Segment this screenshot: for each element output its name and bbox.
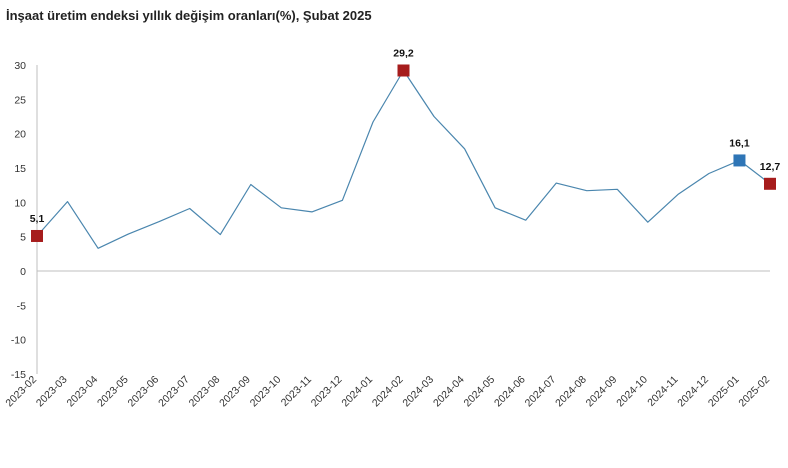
x-tick-label: 2024-04	[431, 374, 467, 410]
series-lines	[36, 69, 771, 249]
x-tick-label: 2024-09	[584, 374, 620, 410]
x-tick-labels: 2023-022023-032023-042023-052023-062023-…	[3, 374, 772, 410]
y-tick-label: -10	[11, 335, 26, 347]
x-tick-label: 2025-01	[706, 374, 742, 410]
x-tick-label: 2023-03	[34, 374, 70, 410]
x-tick-label: 2023-09	[217, 374, 253, 410]
x-tick-label: 2024-07	[523, 374, 559, 410]
data-label: 5,1	[30, 213, 45, 225]
x-tick-label: 2023-11	[279, 374, 314, 409]
x-tick-label: 2024-11	[645, 374, 680, 409]
data-label: 16,1	[729, 137, 750, 149]
data-point-marker	[31, 229, 43, 242]
x-tick-label: 2024-06	[492, 374, 528, 410]
x-tick-label: 2024-03	[400, 374, 436, 410]
data-point-marker	[764, 177, 776, 190]
data-point-marker	[733, 154, 746, 167]
x-tick-label: 2023-12	[309, 374, 345, 410]
y-tick-label: 20	[14, 129, 26, 141]
data-label: 29,2	[393, 47, 414, 59]
x-tick-label: 2025-02	[736, 374, 772, 410]
y-tick-label: 5	[20, 232, 26, 244]
x-tick-label: 2023-05	[95, 374, 131, 410]
x-tick-label: 2024-10	[614, 374, 650, 410]
x-tick-label: 2024-02	[370, 374, 406, 410]
x-tick-label: 2024-08	[553, 374, 589, 410]
x-tick-label: 2023-10	[248, 374, 284, 410]
y-tick-labels: 30 25 20 15 10 5 0 -5 -10 -15	[11, 60, 26, 381]
x-tick-label: 2024-12	[675, 374, 711, 410]
x-tick-label: 2023-08	[187, 374, 223, 410]
x-tick-label: 2024-01	[339, 374, 375, 410]
chart-axes	[36, 65, 770, 374]
y-tick-label: 10	[14, 197, 26, 209]
y-tick-label: -15	[11, 369, 26, 381]
x-tick-label: 2023-06	[126, 374, 162, 410]
chart-title: İnşaat üretim endeksi yıllık değişim ora…	[6, 8, 372, 23]
y-tick-label: 15	[14, 163, 26, 175]
x-tick-label: 2023-07	[156, 374, 192, 410]
data-point-marker	[397, 64, 410, 77]
x-tick-label: 2024-05	[462, 374, 498, 410]
y-tick-label: 25	[14, 94, 26, 106]
y-tick-label: 30	[14, 60, 26, 72]
y-tick-label: -5	[17, 300, 26, 312]
highlight-markers	[31, 64, 776, 242]
x-tick-label: 2023-04	[64, 374, 100, 410]
series-line	[36, 69, 771, 249]
y-tick-label: 0	[20, 266, 26, 278]
data-labels: 5,1 29,2 16,1 12,7	[30, 47, 781, 224]
data-label: 12,7	[760, 161, 781, 173]
